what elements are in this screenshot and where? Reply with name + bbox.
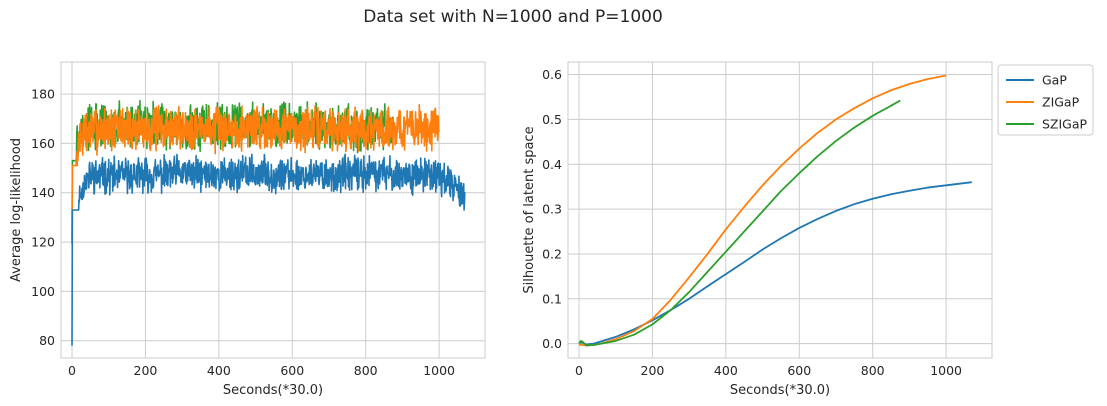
legend: GaP ZIGaP SZIGaP: [997, 64, 1094, 136]
y-tick-label: 0.0: [542, 336, 562, 351]
series-line-gap: [71, 153, 466, 346]
x-tick-label: 0: [575, 363, 583, 378]
legend-label-szigap: SZIGaP: [1042, 117, 1088, 132]
y-axis-label: Average log-likelihood: [9, 138, 24, 282]
x-tick-label: 600: [787, 363, 811, 378]
x-axis-label: Seconds(*30.0): [730, 383, 830, 398]
y-tick-label: 80: [39, 333, 55, 348]
x-tick-label: 800: [861, 363, 885, 378]
series-line-zigap: [71, 103, 440, 245]
y-tick-label: 0.5: [542, 112, 562, 127]
series-line-gap: [578, 181, 972, 346]
chart-panel-1: 0 200 400 600 800 1000 80 100 120 140 160 180 Second…: [9, 61, 486, 398]
legend-label-gap: GaP: [1042, 73, 1067, 88]
series-line-szigap: [578, 99, 901, 347]
plot-frame: [60, 61, 486, 359]
y-tick-label: 0.3: [542, 202, 562, 217]
y-tick-label: 0.6: [542, 67, 562, 82]
x-tick-label: 0: [68, 363, 76, 378]
x-tick-label: 1000: [930, 363, 962, 378]
y-axis-label: Silhouette of latent space: [522, 126, 537, 293]
series-line-szigap: [71, 99, 395, 243]
x-tick-label: 600: [280, 363, 304, 378]
plot-frame: [567, 61, 993, 359]
y-tick-label: 140: [31, 185, 55, 200]
x-tick-label: 200: [641, 363, 665, 378]
chart-panel-2: 0 200 400 600 800 1000 0.0 0.1 0.2 0.3 0.4 0.5 0.6 Se…: [522, 61, 1094, 398]
x-tick-label: 800: [354, 363, 378, 378]
y-tick-label: 0.2: [542, 246, 562, 261]
x-tick-label: 200: [134, 363, 158, 378]
y-tick-label: 0.1: [542, 291, 562, 306]
legend-label-zigap: ZIGaP: [1042, 95, 1080, 110]
legend-box: [997, 64, 1094, 136]
figure-title: Data set with N=1000 and P=1000: [363, 7, 663, 27]
x-tick-label: 1000: [423, 363, 455, 378]
y-tick-label: 180: [31, 87, 55, 102]
x-axis-label: Seconds(*30.0): [223, 383, 323, 398]
x-tick-label: 400: [714, 363, 738, 378]
y-tick-label: 120: [31, 235, 55, 250]
y-tick-label: 100: [31, 284, 55, 299]
y-tick-label: 160: [31, 136, 55, 151]
x-tick-label: 400: [207, 363, 231, 378]
y-tick-label: 0.4: [542, 157, 562, 172]
